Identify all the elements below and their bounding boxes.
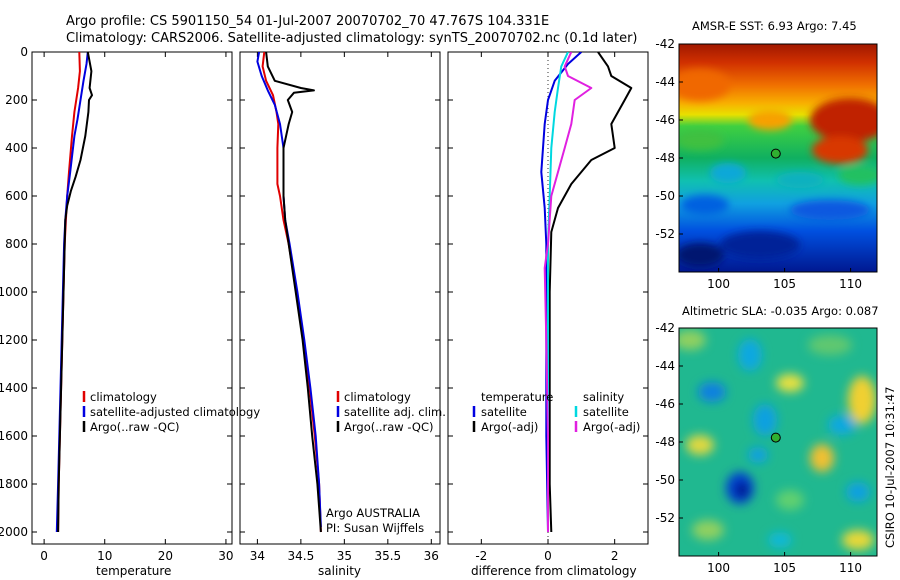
salinity-lines [256,52,322,533]
sst-field [679,44,877,272]
temperature-legend: climatology satellite-adjusted climatolo… [82,390,260,434]
y-tick-label: 1000 [0,285,28,299]
salinity-legend: climatology satellite adj. clim. Argo(..… [336,390,446,434]
sla-map: Altimetric SLA: -0.035 Argo: 0.087 [655,304,878,575]
legend-label-temp-argo: Argo(-adj) [481,420,538,434]
series-line-salinity-argo-adj [543,52,593,532]
x-tick-label: 20 [158,549,173,563]
legend-label-temp-satellite: satellite [481,405,527,419]
salinity-axis-ticks: 34 34.5 35 35.5 36 [240,51,440,563]
difference-panel: -2 0 2 difference from climatology tempera… [447,51,649,578]
legend-label-sal-satellite: satellite [583,405,629,419]
map-x-tick-label: 105 [773,561,796,575]
map-y-tick-label: -52 [655,227,675,241]
map-y-tick-label: -48 [655,151,675,165]
sst-map-ticks: 100 105 110 -42 -44 -46 -48 -50 -52 [655,37,862,291]
legend-label-argo: Argo(..raw -QC) [90,420,180,434]
y-tick-label: 1200 [0,333,28,347]
difference-axis-ticks: -2 0 2 [448,51,648,563]
argo-location-marker [770,432,781,443]
sla-map-title: Altimetric SLA: -0.035 Argo: 0.087 [682,304,879,318]
y-tick-label: 600 [5,189,28,203]
temperature-xlabel: temperature [96,564,171,578]
salinity-panel: 34 34.5 35 35.5 36 salinity climatology sate… [239,51,446,578]
legend-heading-salinity: salinity [583,390,624,404]
x-tick-label: 0 [40,549,48,563]
legend-label-sal-argo: Argo(-adj) [583,420,640,434]
map-x-tick-label: 100 [707,561,730,575]
argo-location-marker [770,148,781,159]
x-tick-label: 34 [250,549,265,563]
map-y-tick-label: -44 [655,75,675,89]
difference-lines [540,52,633,533]
series-line-argo-raw-qc [57,52,93,533]
map-x-tick-label: 110 [839,561,862,575]
map-y-tick-label: -42 [655,321,675,335]
float-owner-label: Argo AUSTRALIA [326,506,420,520]
x-tick-label: 0 [544,549,552,563]
legend-label-argo: Argo(..raw -QC) [344,420,434,434]
y-tick-label: 800 [5,237,28,251]
temperature-panel: 0 10 20 30 0 200 400 600 800 1000 1200 1400 1600 1800… [0,45,260,578]
y-tick-label: 1800 [0,477,28,491]
temperature-axis-ticks: 0 10 20 30 0 200 400 600 800 1000 1200 1400 1600 1800… [0,45,234,563]
float-pi-label: PI: Susan Wijffels [326,521,424,535]
sla-map-ticks: 100 105 110 -42 -44 -46 -48 -50 -52 [655,321,862,575]
series-line-temperature-argo-adj [548,52,633,533]
difference-xlabel: difference from climatology [471,564,637,578]
x-tick-label: 34.5 [288,549,315,563]
x-tick-label: 35.5 [374,549,401,563]
map-y-tick-label: -44 [655,359,675,373]
x-tick-label: 35 [337,549,352,563]
legend-heading-temperature: temperature [481,390,553,404]
legend-label-climatology: climatology [344,390,411,404]
map-y-tick-label: -46 [655,113,675,127]
map-y-tick-label: -46 [655,397,675,411]
y-tick-label: 400 [5,141,28,155]
map-x-tick-label: 100 [707,277,730,291]
x-tick-label: -2 [475,549,487,563]
map-x-tick-label: 110 [839,277,862,291]
map-y-tick-label: -50 [655,473,675,487]
temperature-axes-frame [31,51,233,545]
salinity-axes-frame [239,51,441,545]
y-tick-label: 2000 [0,525,28,539]
series-line-climatology [261,52,322,533]
temperature-lines [55,52,93,533]
salinity-xlabel: salinity [318,564,361,578]
credit-label: CSIRO 10-Jul-2007 10:31:47 [883,387,897,548]
map-y-tick-label: -50 [655,189,675,203]
legend-label-climatology: climatology [90,390,157,404]
map-y-tick-label: -52 [655,511,675,525]
x-tick-label: 30 [218,549,233,563]
series-line-argo-raw-qc [265,52,322,533]
y-tick-label: 0 [20,45,28,59]
figure-title-line2: Climatology: CARS2006. Satellite-adjuste… [66,31,638,46]
y-tick-label: 1400 [0,381,28,395]
difference-legend: temperature satellite Argo(-adj) salinit… [472,390,640,434]
x-tick-label: 2 [611,549,619,563]
y-tick-label: 200 [5,93,28,107]
legend-label-satellite: satellite adj. clim. [344,405,446,419]
y-tick-label: 1600 [0,429,28,443]
legend-label-satellite: satellite-adjusted climatology [90,405,260,419]
sst-map-title: AMSR-E SST: 6.93 Argo: 7.45 [692,19,857,33]
sst-map: AMSR-E SST: 6.93 Argo: 7.45 100 105 110 -42… [655,19,878,291]
series-line-salinity-satellite [547,52,569,532]
map-x-tick-label: 105 [773,277,796,291]
figure-title-line1: Argo profile: CS 5901150_54 01-Jul-2007 … [66,14,549,29]
x-tick-label: 10 [97,549,112,563]
x-tick-label: 36 [424,549,439,563]
map-y-tick-label: -48 [655,435,675,449]
map-y-tick-label: -42 [655,37,675,51]
